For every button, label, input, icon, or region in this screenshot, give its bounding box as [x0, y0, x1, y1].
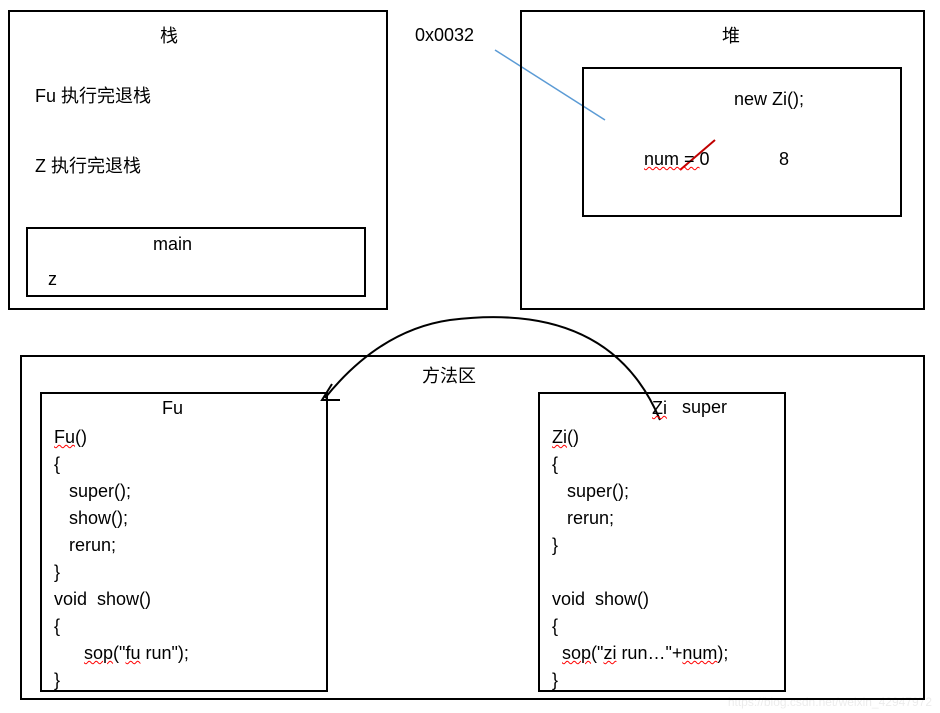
num-eq-label: num =	[644, 149, 700, 169]
zi-title: Zi	[652, 398, 667, 419]
method-area-title: 方法区	[422, 362, 476, 388]
address-label: 0x0032	[415, 25, 474, 46]
num-old-value: 0	[700, 149, 710, 169]
method-area-box: 方法区 Fu Fu() { super(); show(); rerun; } …	[20, 355, 925, 700]
fu-title: Fu	[162, 398, 183, 419]
zi-code: Zi() { super(); rerun; } void show() { s…	[552, 424, 728, 694]
new-expr: new Zi();	[734, 89, 804, 110]
super-label: super	[682, 397, 727, 418]
stack-title: 栈	[160, 22, 178, 48]
stack-line1: Fu 执行完退栈	[35, 82, 151, 108]
heap-title: 堆	[722, 22, 740, 48]
stack-line2: Z 执行完退栈	[35, 152, 141, 178]
main-label: main	[153, 234, 192, 255]
z-label: z	[48, 269, 57, 290]
heap-box: 堆 new Zi(); num = 0 8	[520, 10, 925, 310]
watermark: https://blog.csdn.net/weixin_42947972	[728, 695, 932, 709]
fu-code: Fu() { super(); show(); rerun; } void sh…	[54, 424, 189, 694]
heap-object-box: new Zi(); num = 0 8	[582, 67, 902, 217]
num-new-value: 8	[779, 149, 789, 170]
num-assignment: num = 0	[644, 149, 710, 170]
fu-box: Fu Fu() { super(); show(); rerun; } void…	[40, 392, 328, 692]
zi-box: Zi Zi() { super(); rerun; } void show() …	[538, 392, 786, 692]
stack-box: 栈 Fu 执行完退栈 Z 执行完退栈 main z	[8, 10, 388, 310]
stack-main-box: main z	[26, 227, 366, 297]
